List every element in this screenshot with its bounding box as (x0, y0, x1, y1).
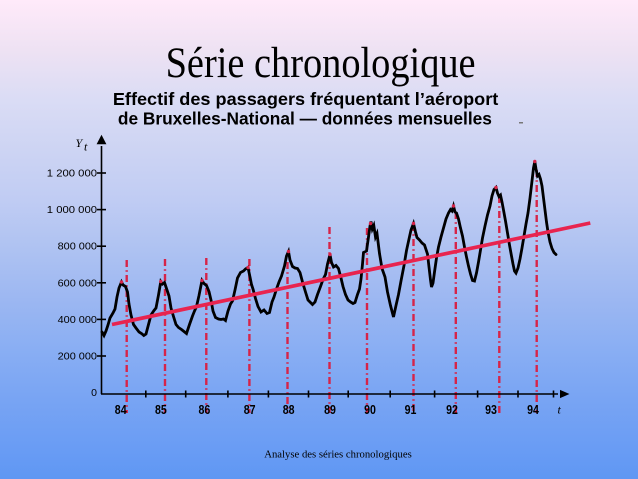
svg-text:400 000: 400 000 (58, 314, 98, 326)
svg-text:600 000: 600 000 (58, 277, 98, 289)
svg-text:85: 85 (155, 403, 167, 417)
svg-text:89: 89 (324, 403, 336, 417)
svg-text:Analyse des séries chronologiq: Analyse des séries chronologiques (264, 449, 412, 461)
svg-text:90: 90 (364, 403, 376, 417)
svg-text:200 000: 200 000 (58, 351, 98, 363)
svg-text:Série chronologique: Série chronologique (166, 40, 476, 87)
svg-text:Effectif des passagers fréquen: Effectif des passagers fréquentant l’aér… (113, 89, 499, 109)
svg-text:87: 87 (244, 403, 256, 417)
svg-text:Y: Y (76, 136, 84, 150)
svg-text:1 200 000: 1 200 000 (47, 168, 97, 180)
svg-text:84: 84 (115, 403, 127, 417)
svg-text:91: 91 (405, 403, 417, 417)
svg-text:88: 88 (283, 403, 295, 417)
svg-text:1 000 000: 1 000 000 (47, 204, 97, 216)
svg-text:92: 92 (446, 403, 458, 417)
svg-text:93: 93 (485, 403, 497, 417)
svg-text:94: 94 (527, 403, 539, 417)
svg-text:de Bruxelles-National — donnée: de Bruxelles-National — données mensuell… (118, 109, 492, 129)
svg-text:86: 86 (199, 403, 211, 417)
svg-text:t: t (84, 140, 88, 154)
svg-text:800 000: 800 000 (58, 241, 98, 253)
svg-text:0: 0 (91, 387, 97, 399)
svg-text:t: t (558, 403, 562, 417)
